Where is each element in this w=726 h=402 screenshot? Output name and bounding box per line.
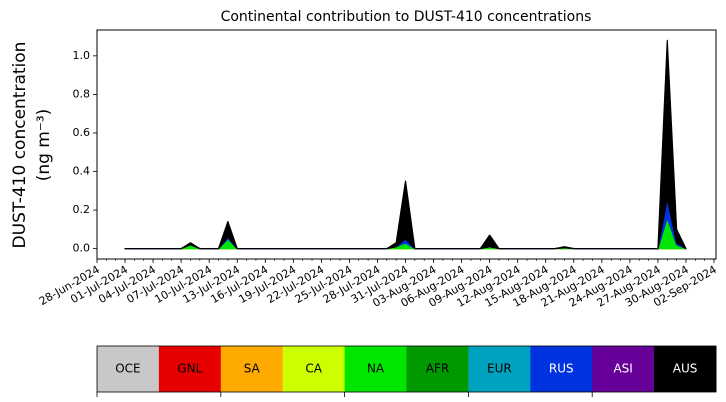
plot-frame <box>96 29 717 260</box>
legend-swatch <box>344 346 407 392</box>
legend-label: RUS <box>549 362 574 376</box>
legend-swatch <box>406 346 469 392</box>
legend-frame <box>96 345 717 393</box>
y-tick-label: 0.2 <box>73 203 91 216</box>
legend-label: GNL <box>177 362 202 376</box>
legend-swatch <box>282 346 346 392</box>
legend-swatch <box>530 346 593 392</box>
legend-swatch <box>220 346 284 392</box>
legend-label: CA <box>305 362 322 376</box>
legend-swatch <box>158 346 222 392</box>
chart-title: Continental contribution to DUST-410 con… <box>221 9 592 25</box>
legend-label: OCE <box>115 362 140 376</box>
y-tick-label: 0.4 <box>73 164 91 177</box>
legend-swatch <box>97 346 160 392</box>
y-tick-label: 0.8 <box>73 87 91 100</box>
legend-swatch <box>592 346 655 392</box>
y-tick-label: 0.6 <box>73 126 91 139</box>
legend-label: EUR <box>487 362 512 376</box>
legend-swatch <box>468 346 531 392</box>
legend-label: NA <box>367 362 385 376</box>
legend-label: SA <box>244 362 261 376</box>
y-axis-label: DUST-410 concentration <box>10 42 30 249</box>
area <box>124 39 687 250</box>
y-axis-label: (ng m⁻³) <box>34 109 54 182</box>
legend-label: ASI <box>613 362 632 376</box>
legend-label: AUS <box>673 362 698 376</box>
legend-label: AFR <box>426 362 449 376</box>
legend-swatch <box>654 346 717 392</box>
y-tick-label: 0.0 <box>73 242 91 255</box>
y-tick-label: 1.0 <box>73 49 91 62</box>
